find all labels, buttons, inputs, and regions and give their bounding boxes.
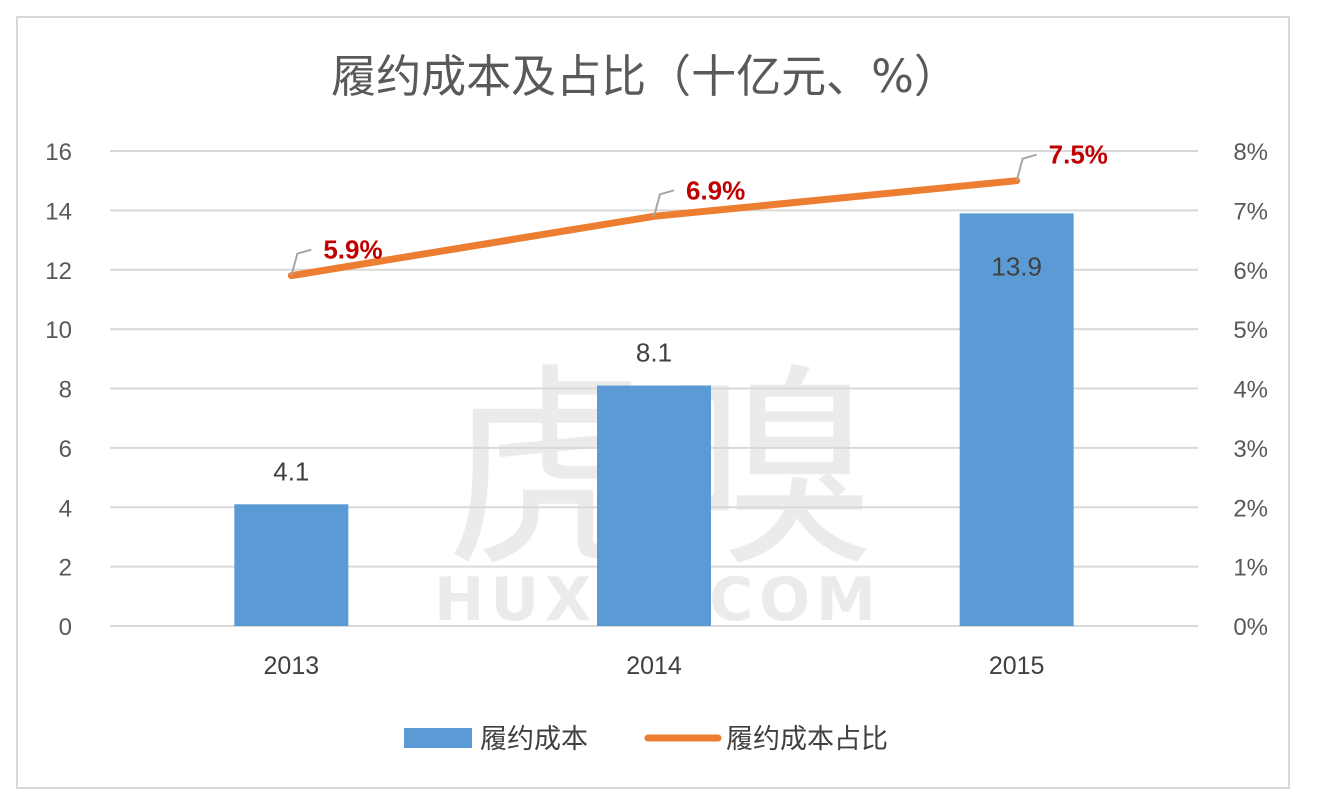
right-axis-tick-label: 0% (1233, 614, 1268, 641)
left-axis-tick-label: 2 (59, 555, 72, 582)
left-axis-tick-label: 8 (59, 377, 72, 404)
left-axis-tick-label: 6 (59, 436, 72, 463)
right-axis-tick-label: 2% (1233, 495, 1268, 522)
right-axis-tick-label: 3% (1233, 436, 1268, 463)
chart-title: 履约成本及占比（十亿元、%） (331, 50, 959, 103)
left-axis-tick-label: 10 (45, 317, 72, 344)
legend-bar-label: 履约成本 (480, 724, 588, 755)
line-series: 5.9% 6.9% 7.5% (287, 140, 1108, 280)
left-axis: 0 2 4 6 8 10 12 14 16 (45, 139, 72, 641)
right-axis-tick-label: 4% (1233, 377, 1268, 404)
line-data-label: 7.5% (1049, 140, 1108, 170)
left-axis-tick-label: 12 (45, 258, 72, 285)
right-axis: 0% 1% 2% 3% 4% 5% 6% 7% 8% (1233, 139, 1268, 641)
bar (597, 385, 711, 626)
line-data-label: 5.9% (323, 235, 382, 265)
legend-line-label: 履约成本占比 (726, 724, 888, 755)
bar-data-label: 8.1 (636, 338, 672, 368)
line-data-label: 6.9% (686, 175, 745, 205)
category-label: 2015 (989, 652, 1045, 680)
right-axis-tick-label: 6% (1233, 258, 1268, 285)
bar-data-label: 13.9 (991, 251, 1042, 281)
left-axis-tick-label: 16 (45, 139, 72, 166)
right-axis-tick-label: 1% (1233, 555, 1268, 582)
bar-data-label: 4.1 (273, 456, 309, 486)
left-axis-tick-label: 14 (45, 198, 72, 225)
legend: 履约成本 履约成本占比 (404, 724, 888, 755)
right-axis-tick-label: 7% (1233, 198, 1268, 225)
data-label-leader (653, 189, 675, 217)
bar (959, 213, 1074, 626)
bar-series: 4.1 8.1 13.9 (234, 213, 1074, 626)
left-axis-tick-label: 0 (59, 614, 72, 641)
category-label: 2013 (264, 652, 320, 680)
category-label: 2014 (626, 652, 682, 680)
legend-bar-swatch (404, 728, 472, 748)
category-axis: 2013 2014 2015 (264, 652, 1045, 680)
data-label-leader (290, 248, 312, 276)
bar (234, 504, 349, 626)
data-label-leader (1015, 153, 1037, 181)
line-series-path (287, 177, 1021, 280)
right-axis-tick-label: 5% (1233, 317, 1268, 344)
left-axis-tick-label: 4 (59, 495, 72, 522)
right-axis-tick-label: 8% (1233, 139, 1268, 166)
